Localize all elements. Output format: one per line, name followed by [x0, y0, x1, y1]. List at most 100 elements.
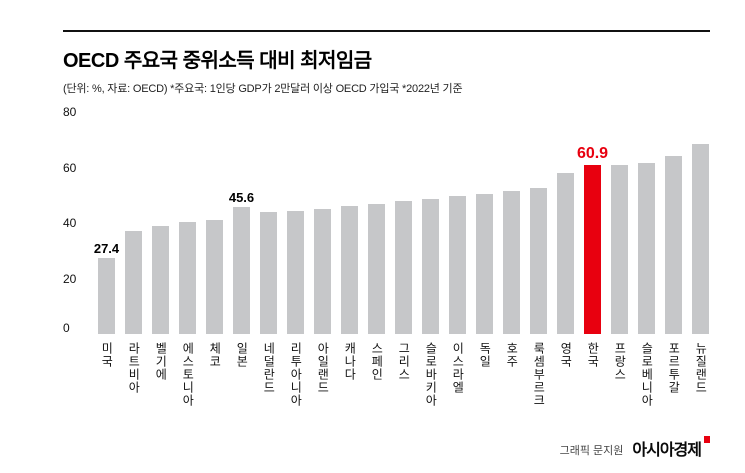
x-label-column: 룩셈부르크 — [525, 342, 552, 407]
bar-column — [498, 112, 525, 334]
y-tick-label: 20 — [63, 271, 77, 286]
x-label-column: 에스토니아 — [174, 342, 201, 407]
bar — [611, 164, 628, 334]
graphic-credit: 그래픽 문지원 — [559, 445, 624, 457]
x-label-column: 한국 — [579, 342, 606, 407]
x-tick-label: 프랑스 — [612, 342, 627, 381]
bar — [260, 211, 277, 334]
bar-column — [471, 112, 498, 334]
bar — [341, 205, 358, 334]
y-tick-label: 60 — [63, 160, 77, 175]
bar-column — [552, 112, 579, 334]
x-tick-label: 독일 — [477, 342, 492, 368]
x-tick-label: 네덜란드 — [261, 342, 276, 394]
x-label-column: 라트비아 — [120, 342, 147, 407]
bar-column: 45.6 — [228, 112, 255, 334]
plot-area: 27.4 45.6 60.9 미국 라트비아 벨기에 에스토니아 체코 일본 네덜란드 리투아니아… — [93, 112, 714, 407]
bar-column: 27.4 — [93, 112, 120, 334]
bar — [206, 220, 223, 334]
chart-title: OECD 주요국 중위소득 대비 최저임금 — [63, 50, 372, 72]
publisher-logo-text: 아시아경제 — [632, 442, 702, 459]
x-label-column: 네덜란드 — [255, 342, 282, 407]
x-labels: 미국 라트비아 벨기에 에스토니아 체코 일본 네덜란드 리투아니아 아일랜드 캐나다 스페인 그리스… — [93, 342, 714, 407]
bar-column — [417, 112, 444, 334]
publisher-logo: 아시아경제 — [632, 436, 710, 460]
x-label-column: 독일 — [471, 342, 498, 407]
x-tick-label: 미국 — [99, 342, 114, 368]
bar — [476, 193, 493, 334]
x-tick-label: 슬로베니아 — [639, 342, 654, 407]
bar — [287, 210, 304, 334]
chart-card: OECD 주요국 중위소득 대비 최저임금 (단위: %, 자료: OECD) … — [63, 30, 710, 407]
x-tick-label: 뉴질랜드 — [693, 342, 708, 394]
bar — [665, 156, 682, 334]
bar-column — [687, 112, 714, 334]
x-label-column: 아일랜드 — [309, 342, 336, 407]
bar-column — [660, 112, 687, 334]
x-label-column: 영국 — [552, 342, 579, 407]
y-tick-label: 80 — [63, 105, 77, 119]
bar — [449, 195, 466, 334]
bar — [125, 231, 142, 334]
x-label-column: 호주 — [498, 342, 525, 407]
y-tick-label: 40 — [63, 216, 77, 230]
x-tick-label: 이스라엘 — [450, 342, 465, 394]
bar — [530, 188, 547, 334]
y-axis: 0 20 40 60 80 — [63, 106, 93, 335]
logo-red-mark-icon — [704, 436, 710, 443]
value-label-highlight: 60.9 — [576, 145, 609, 163]
y-tick-label: 0 — [63, 321, 70, 335]
chart-area: 0 20 40 60 80 27.4 45.6 60.9 미국 라트비아 벨기에 에스토니아 체코 일… — [63, 106, 710, 407]
bar — [422, 198, 439, 334]
bar — [233, 207, 250, 334]
bar-column — [633, 112, 660, 334]
bar-column — [309, 112, 336, 334]
x-tick-label: 체코 — [207, 342, 222, 368]
x-tick-label: 호주 — [504, 342, 519, 368]
x-label-column: 슬로베니아 — [633, 342, 660, 407]
bar-column — [390, 112, 417, 334]
bar — [638, 163, 655, 334]
bar — [503, 191, 520, 334]
x-label-column: 리투아니아 — [282, 342, 309, 407]
x-tick-label: 그리스 — [396, 342, 411, 381]
x-tick-label: 영국 — [558, 342, 573, 368]
bar-column — [174, 112, 201, 334]
value-label: 27.4 — [93, 240, 120, 256]
bar-column — [525, 112, 552, 334]
bars: 27.4 45.6 60.9 — [93, 112, 714, 334]
bar — [395, 200, 412, 334]
x-tick-label: 에스토니아 — [180, 342, 195, 407]
value-label: 45.6 — [228, 190, 255, 206]
bar-column — [282, 112, 309, 334]
x-label-column: 이스라엘 — [444, 342, 471, 407]
x-tick-label: 캐나다 — [342, 342, 357, 381]
bar — [98, 257, 115, 334]
x-label-column: 스페인 — [363, 342, 390, 407]
x-label-column: 미국 — [93, 342, 120, 407]
x-label-column: 벨기에 — [147, 342, 174, 407]
bar — [314, 209, 331, 334]
x-label-column: 슬로바키아 — [417, 342, 444, 407]
bar-column — [147, 112, 174, 334]
x-label-column: 체코 — [201, 342, 228, 407]
bar — [692, 143, 709, 334]
x-tick-label: 룩셈부르크 — [531, 342, 546, 407]
x-tick-label: 한국 — [585, 342, 600, 368]
x-tick-label: 리투아니아 — [288, 342, 303, 407]
x-label-column: 그리스 — [390, 342, 417, 407]
bar — [179, 222, 196, 334]
x-label-column: 뉴질랜드 — [687, 342, 714, 407]
x-tick-label: 일본 — [234, 342, 249, 368]
x-tick-label: 벨기에 — [153, 342, 168, 381]
top-rule — [63, 30, 710, 32]
bar — [557, 173, 574, 334]
bar-highlight — [584, 165, 601, 334]
x-tick-label: 아일랜드 — [315, 342, 330, 394]
bar-column — [120, 112, 147, 334]
bar-column — [444, 112, 471, 334]
bar-column — [606, 112, 633, 334]
bar-column — [363, 112, 390, 334]
footer: 그래픽 문지원 아시아경제 — [560, 436, 710, 460]
